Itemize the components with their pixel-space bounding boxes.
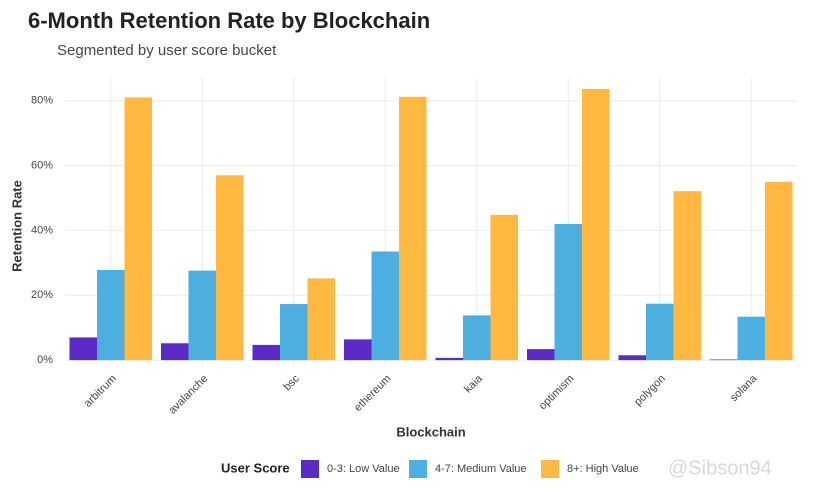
x-tick-label: kaia <box>462 372 485 395</box>
x-tick-label: polygon <box>632 373 668 409</box>
bar <box>216 175 244 361</box>
bar <box>307 278 335 361</box>
legend-label: 8+: High Value <box>567 463 639 475</box>
x-tick-label: optimism <box>537 373 577 413</box>
bar <box>490 214 518 361</box>
bar <box>463 315 491 361</box>
bar <box>554 223 582 361</box>
bar <box>710 359 738 361</box>
y-tick-label: 40% <box>31 224 53 236</box>
y-axis-title: Retention Rate <box>9 180 24 272</box>
watermark: @Sibson94 <box>668 457 772 479</box>
bar <box>280 304 308 361</box>
bar <box>252 344 280 361</box>
y-tick-label: 60% <box>31 159 53 171</box>
y-tick-label: 80% <box>31 95 53 107</box>
legend-title: User Score <box>221 460 290 475</box>
bar <box>97 269 125 361</box>
x-tick-label: arbitrum <box>82 373 119 410</box>
legend-swatch <box>409 460 427 478</box>
chart-title: 6-Month Retention Rate by Blockchain <box>28 8 430 33</box>
bar <box>765 181 793 361</box>
bar <box>646 303 674 361</box>
legend-swatch <box>301 460 319 478</box>
bar <box>435 357 463 361</box>
legend-label: 0-3: Low Value <box>327 463 400 475</box>
x-tick-label: ethereum <box>352 373 393 414</box>
bar <box>618 355 646 361</box>
x-tick-label: avalanche <box>166 373 210 417</box>
bar <box>582 89 610 361</box>
bar <box>737 316 765 361</box>
bar <box>124 97 152 361</box>
bar <box>673 191 701 361</box>
bar <box>161 343 189 361</box>
y-tick-label: 0% <box>37 354 53 366</box>
bar <box>344 339 372 361</box>
bar <box>527 349 555 361</box>
bar <box>69 337 97 361</box>
x-tick-label: solana <box>728 372 760 404</box>
x-axis-title: Blockchain <box>396 424 465 439</box>
legend-swatch <box>541 460 559 478</box>
legend-label: 4-7: Medium Value <box>435 463 527 475</box>
x-tick-label: bsc <box>281 372 302 393</box>
chart-subtitle: Segmented by user score bucket <box>57 42 277 59</box>
bar <box>371 251 399 361</box>
y-tick-label: 20% <box>31 289 53 301</box>
bar <box>188 270 216 361</box>
bar <box>399 96 427 361</box>
